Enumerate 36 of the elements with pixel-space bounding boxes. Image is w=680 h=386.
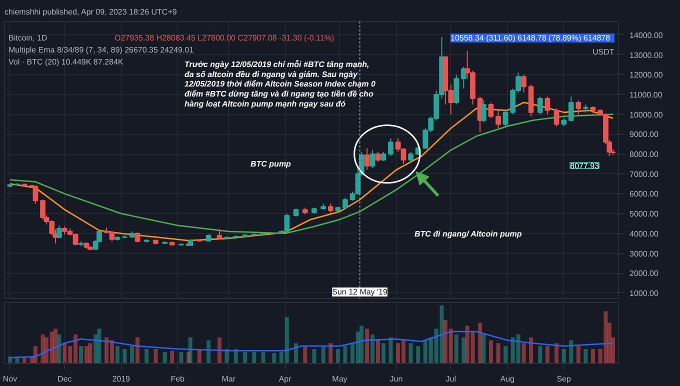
text: O27935.38 H28083.45 L27800.00 C27907.08 -31.30 (-0.11%) bbox=[114, 34, 334, 42]
y-tick-label: 6000.00 bbox=[630, 190, 659, 199]
x-tick-label: Aug bbox=[500, 374, 514, 384]
annotation: Trước ngày 12/05/2019 chỉ mỗi #BTC tăng mạnh, đa số altcoin đều đi ngang và giảm. Sau ngày 12/05/2019 thời điểm Altcoin Season Index chạm 0 điểm #BTC dừng tăng và đi ngang tạo tiền đề cho hàng loạt Altcoin pump mạnh ngay sau đó bbox=[184, 58, 376, 108]
y-tick-label: 12000.00 bbox=[630, 70, 664, 80]
text: Bitcoin, 1D bbox=[8, 34, 48, 42]
x-tick-label: Mar bbox=[222, 374, 236, 384]
y-tick-label: 8000.00 bbox=[630, 150, 659, 160]
x-tick-label: Apr bbox=[278, 374, 292, 384]
x-tick-label: Nov bbox=[2, 374, 18, 384]
y-tick-label: 10000.00 bbox=[630, 110, 664, 120]
y-tick-label: 14000.00 bbox=[630, 30, 664, 40]
annotation: BTC đi ngang/ Altcoin pump bbox=[414, 230, 522, 238]
ref-line-label: Sun 12 May '19 bbox=[332, 288, 388, 296]
y-tick-label: 2000.00 bbox=[630, 269, 659, 278]
y-tick-label: 5000.00 bbox=[630, 210, 659, 219]
y-tick-label: 3000.00 bbox=[630, 249, 659, 258]
y-tick-label: 9000.00 bbox=[630, 130, 659, 140]
y-tick-label: 7000.00 bbox=[630, 170, 659, 179]
annotation: Vol · BTC (20) 10.449K 87.284K bbox=[8, 58, 124, 66]
annotation: 10558.34 (311.60) 6148.78 (78.89%) 614878 bbox=[450, 34, 611, 42]
x-tick-label: Jun bbox=[390, 374, 403, 384]
y-axis-title: USDT bbox=[592, 48, 614, 56]
x-tick-label: Feb bbox=[170, 374, 186, 384]
x-tick-label: Dec bbox=[58, 374, 72, 384]
x-tick-label: May bbox=[332, 374, 348, 384]
x-tick-label: 2019 bbox=[112, 374, 131, 384]
y-tick-label: 1000.00 bbox=[630, 288, 659, 298]
y-tick-label: 11000.00 bbox=[630, 90, 663, 100]
x-tick-label: Jul bbox=[446, 374, 456, 384]
text: chiemshhi published, Apr 09, 2023 18:26 UTC+9 bbox=[4, 8, 178, 16]
y-tick-label: 4000.00 bbox=[630, 229, 659, 238]
annotation: Multiple Ema 8/34/89 (7, 34, 89) 26670.35 24249.01 bbox=[8, 46, 194, 54]
y-tick-label: 13000.00 bbox=[630, 50, 664, 60]
annotation: BTC pump bbox=[250, 160, 292, 168]
x-tick-label: Sep bbox=[556, 374, 572, 384]
